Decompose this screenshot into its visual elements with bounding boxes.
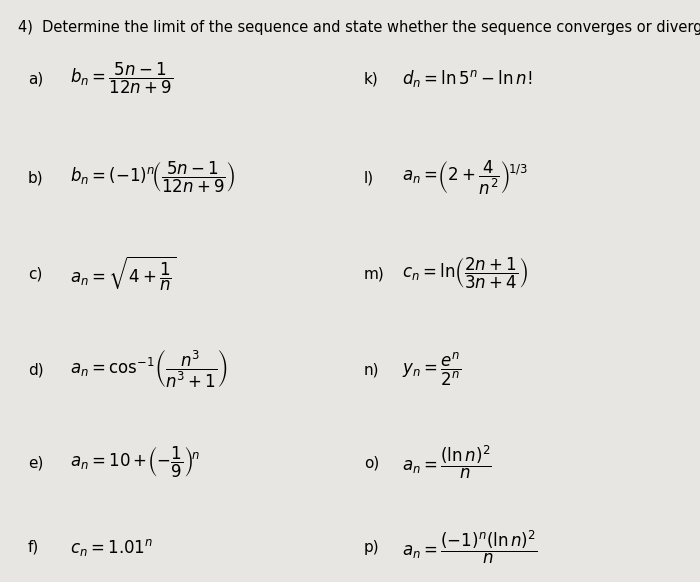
Text: k): k) [364,71,379,86]
Text: c): c) [28,266,43,281]
Text: $a_n = \!\left(2+\dfrac{4}{n^2}\right)^{\!1/3}$: $a_n = \!\left(2+\dfrac{4}{n^2}\right)^{… [402,158,528,197]
Text: $a_n = \sqrt{4+\dfrac{1}{n}}$: $a_n = \sqrt{4+\dfrac{1}{n}}$ [70,254,176,293]
Text: e): e) [28,455,43,470]
Text: p): p) [364,540,379,555]
Text: 4)  Determine the limit of the sequence and state whether the sequence converges: 4) Determine the limit of the sequence a… [18,20,700,36]
Text: $a_n = 10+\!\left(-\dfrac{1}{9}\right)^{\!n}$: $a_n = 10+\!\left(-\dfrac{1}{9}\right)^{… [70,445,200,480]
Text: $c_n = 1.01^n$: $c_n = 1.01^n$ [70,537,153,558]
Text: n): n) [364,362,379,377]
Text: $b_n = (-1)^n\!\left(\dfrac{5n-1}{12n+9}\right)$: $b_n = (-1)^n\!\left(\dfrac{5n-1}{12n+9}… [70,160,236,195]
Text: l): l) [364,170,374,185]
Text: a): a) [28,71,43,86]
Text: $a_n = \dfrac{(-1)^n(\ln n)^2}{n}$: $a_n = \dfrac{(-1)^n(\ln n)^2}{n}$ [402,528,538,566]
Text: m): m) [364,266,385,281]
Text: $b_n = \dfrac{5n-1}{12n+9}$: $b_n = \dfrac{5n-1}{12n+9}$ [70,61,174,96]
Text: f): f) [28,540,39,555]
Text: $a_n = \cos^{-1}\!\left(\dfrac{n^3}{n^3+1}\right)$: $a_n = \cos^{-1}\!\left(\dfrac{n^3}{n^3+… [70,349,228,391]
Text: o): o) [364,455,379,470]
Text: $d_n = \ln 5^n - \ln n!$: $d_n = \ln 5^n - \ln n!$ [402,68,533,89]
Text: $a_n = \dfrac{(\ln n)^2}{n}$: $a_n = \dfrac{(\ln n)^2}{n}$ [402,444,492,481]
Text: $y_n = \dfrac{e^n}{2^n}$: $y_n = \dfrac{e^n}{2^n}$ [402,351,462,388]
Text: d): d) [28,362,43,377]
Text: b): b) [28,170,43,185]
Text: $c_n = \ln\!\left(\dfrac{2n+1}{3n+4}\right)$: $c_n = \ln\!\left(\dfrac{2n+1}{3n+4}\rig… [402,256,528,291]
